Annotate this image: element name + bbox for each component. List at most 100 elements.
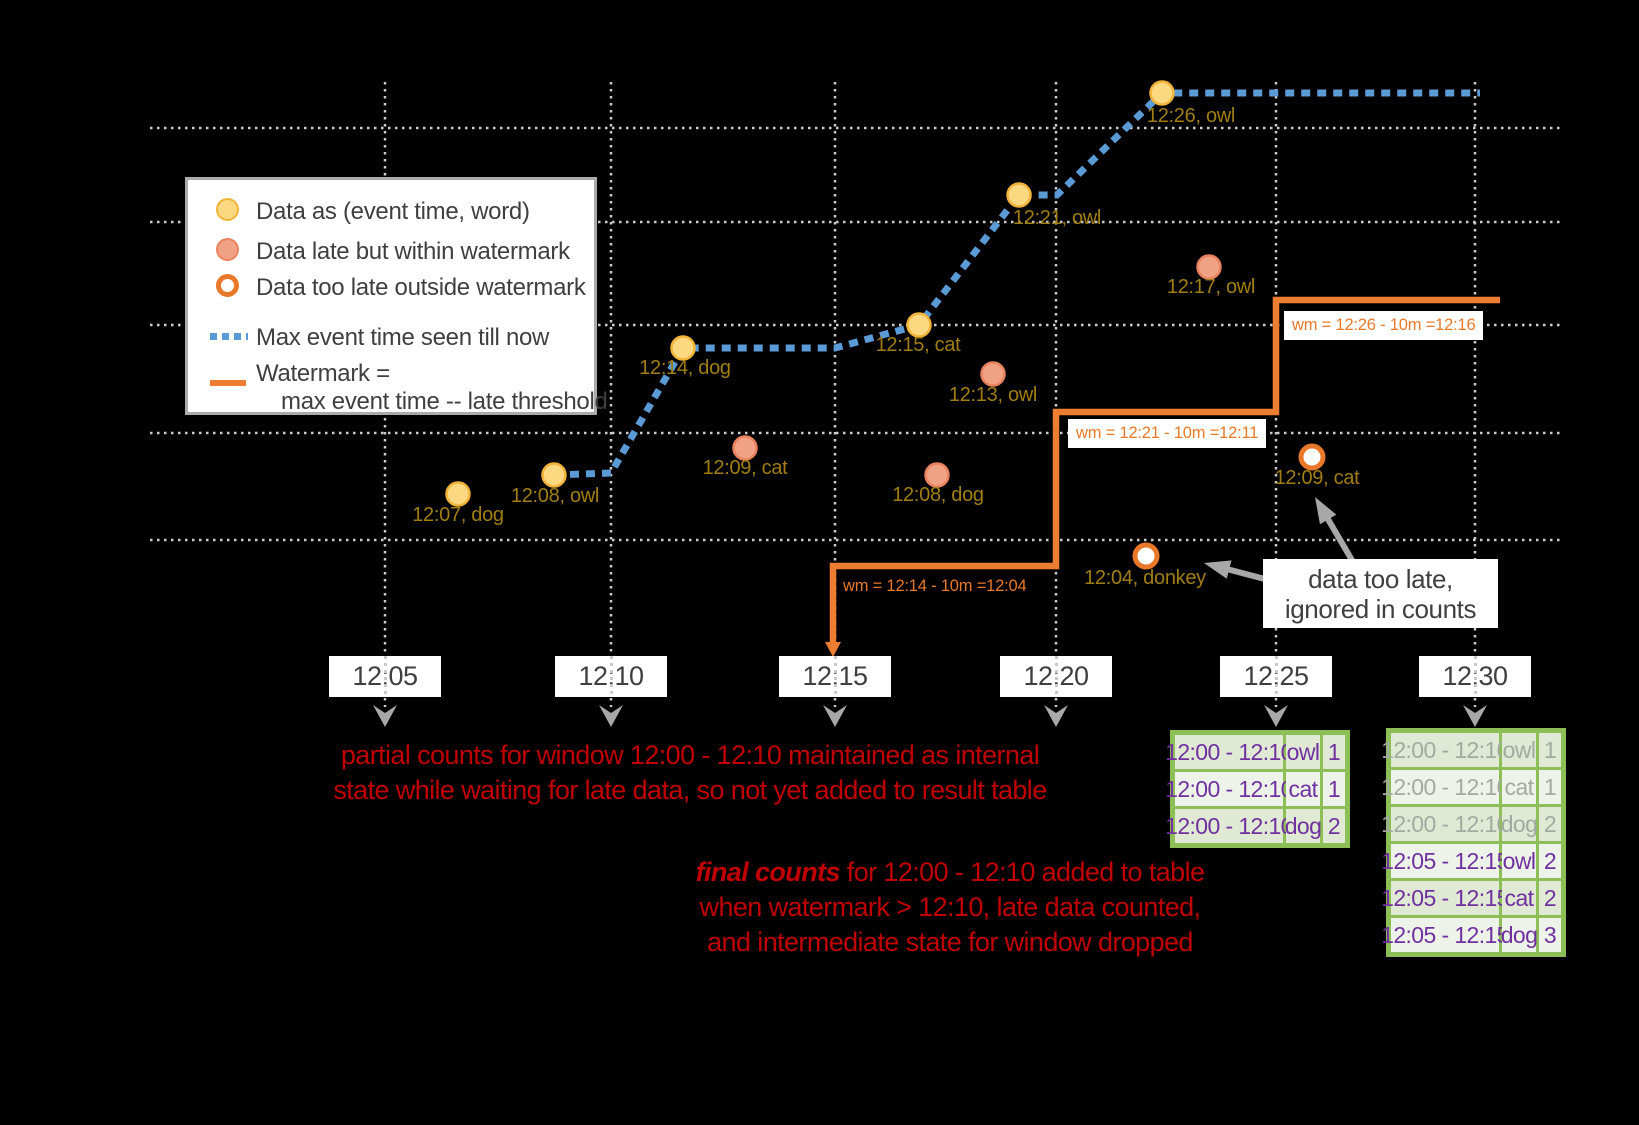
too-late-data-point <box>1298 443 1326 471</box>
watermark-value-label: wm = 12:21 - 10m =12:11 <box>1068 419 1267 448</box>
on-time-dot-icon <box>216 198 239 221</box>
x-axis-label-1225: 12:25 <box>1220 656 1332 697</box>
x-axis-label-1215: 12:15 <box>779 656 891 697</box>
result-table-2: 12:00 - 12:10 owl 1 12:00 - 12:10 cat 1 12:00 … <box>1381 728 1566 957</box>
final-counts-rest: for 12:00 - 12:10 added to table <box>839 857 1205 887</box>
on-time-data-point <box>541 462 567 488</box>
result-window-cell: 12:00 - 12:10 <box>1165 809 1293 843</box>
result-word-cell: cat <box>1502 881 1536 915</box>
result-window-cell: 12:00 - 12:10 <box>1381 733 1509 767</box>
late-data-point <box>732 435 758 461</box>
on-time-data-point <box>1149 80 1175 106</box>
too-late-arrowhead <box>1204 560 1232 579</box>
data-point-label: 12:07, dog <box>412 504 504 526</box>
result-window-cell: 12:05 - 12:15 <box>1381 918 1509 952</box>
late-data-point <box>1196 254 1222 280</box>
result-window-cell: 12:00 - 12:10 <box>1165 735 1293 769</box>
too-late-note: data too late, ignored in counts <box>1263 559 1498 628</box>
result-word-cell: owl <box>1286 735 1320 769</box>
legend-item-label: Data too late outside watermark <box>256 274 586 301</box>
final-counts-note-line: and intermediate state for window droppe… <box>707 927 1193 957</box>
data-point-label: 12:08, owl <box>510 485 600 507</box>
data-point-label: 12:14, dog <box>639 357 731 379</box>
data-point-label: 12:21, owl <box>1012 207 1102 229</box>
max-event-line-icon <box>210 333 248 340</box>
max-event-time-line <box>553 89 1480 479</box>
too-late-data-point <box>1132 542 1160 570</box>
result-word-cell: owl <box>1502 844 1536 878</box>
watermark-line-icon <box>210 380 246 386</box>
result-count-cell: 2 <box>1539 844 1561 878</box>
on-time-data-point <box>906 312 932 338</box>
too-late-dot-icon <box>216 274 239 297</box>
final-counts-note-line: final counts for 12:00 - 12:10 added to … <box>500 855 1400 890</box>
result-count-cell: 2 <box>1323 809 1345 843</box>
data-point-label: 12:04, donkey <box>1084 567 1206 589</box>
final-counts-note: final counts for 12:00 - 12:10 added to … <box>500 855 1400 960</box>
result-word-cell: cat <box>1286 772 1320 806</box>
final-counts-note-line: when watermark > 12:10, late data counte… <box>699 892 1201 922</box>
late-dot-icon <box>216 238 239 261</box>
data-point-label: 12:08, dog <box>892 484 984 506</box>
on-time-data-point <box>1006 182 1032 208</box>
partial-counts-note-line: state while waiting for late data, so no… <box>333 775 1047 805</box>
legend-item-label-cont: max event time -- late threshold <box>281 388 608 415</box>
late-data-point <box>924 462 950 488</box>
result-word-cell: owl <box>1502 733 1536 767</box>
result-word-cell: dog <box>1501 918 1538 952</box>
result-count-cell: 1 <box>1323 772 1345 806</box>
axis-arrowhead <box>599 705 623 727</box>
late-data-point <box>980 361 1006 387</box>
too-late-arrowhead <box>1315 497 1337 525</box>
too-late-arrow-shaft <box>1322 512 1359 569</box>
final-counts-lead: final counts <box>695 857 841 887</box>
data-point-label: 12:09, cat <box>1274 467 1360 489</box>
axis-arrowhead <box>373 705 397 727</box>
legend-item-label: Watermark = <box>256 360 390 387</box>
result-window-cell: 12:00 - 12:10 <box>1381 807 1509 841</box>
watermark-value-label: wm = 12:14 - 10m =12:04 <box>843 577 1027 595</box>
result-count-cell: 1 <box>1539 770 1561 804</box>
result-word-cell: dog <box>1285 809 1322 843</box>
result-count-cell: 3 <box>1539 918 1561 952</box>
legend-item-label: Data as (event time, word) <box>256 198 530 225</box>
axis-arrowhead <box>1044 705 1068 727</box>
data-point-label: 12:17, owl <box>1166 276 1256 298</box>
x-axis-label-1205: 12:05 <box>329 656 441 697</box>
watermark-line <box>829 296 1500 645</box>
data-point-label: 12:13, owl <box>948 384 1038 406</box>
too-late-note-line: data too late, <box>1308 564 1453 594</box>
legend-item-label: Data late but within watermark <box>256 238 570 265</box>
result-word-cell: cat <box>1502 770 1536 804</box>
x-axis-label-1220: 12:20 <box>1000 656 1112 697</box>
result-count-cell: 1 <box>1323 735 1345 769</box>
result-window-cell: 12:00 - 12:10 <box>1381 770 1509 804</box>
x-axis-label-1210: 12:10 <box>555 656 667 697</box>
partial-counts-note-line: partial counts for window 12:00 - 12:10 … <box>340 740 1040 770</box>
axis-arrowhead <box>1463 705 1487 727</box>
result-window-cell: 12:00 - 12:10 <box>1165 772 1293 806</box>
result-count-cell: 2 <box>1539 881 1561 915</box>
result-table-1: 12:00 - 12:10 owl 1 12:00 - 12:10 cat 1 12:00 … <box>1165 730 1350 848</box>
watermark-arrowhead <box>825 642 841 657</box>
data-point-label: 12:09, cat <box>702 457 788 479</box>
result-window-cell: 12:05 - 12:15 <box>1381 881 1509 915</box>
watermark-value-label: wm = 12:26 - 10m =12:16 <box>1284 311 1484 340</box>
legend-item-label: Max event time seen till now <box>256 324 550 351</box>
result-word-cell: dog <box>1501 807 1538 841</box>
on-time-data-point <box>670 335 696 361</box>
too-late-note-line: ignored in counts <box>1284 594 1477 624</box>
axis-arrowhead <box>1264 705 1288 727</box>
result-window-cell: 12:05 - 12:15 <box>1381 844 1509 878</box>
result-count-cell: 1 <box>1539 733 1561 767</box>
partial-counts-note: partial counts for window 12:00 - 12:10 … <box>240 738 1140 808</box>
data-point-label: 12:26, owl <box>1146 105 1236 127</box>
legend-box: Data as (event time, word) Data late but … <box>185 177 608 415</box>
data-point-label: 12:15, cat <box>875 334 961 356</box>
x-axis-label-1230: 12:30 <box>1419 656 1531 697</box>
on-time-data-point <box>445 481 471 507</box>
axis-arrowhead <box>823 705 847 727</box>
result-count-cell: 2 <box>1539 807 1561 841</box>
